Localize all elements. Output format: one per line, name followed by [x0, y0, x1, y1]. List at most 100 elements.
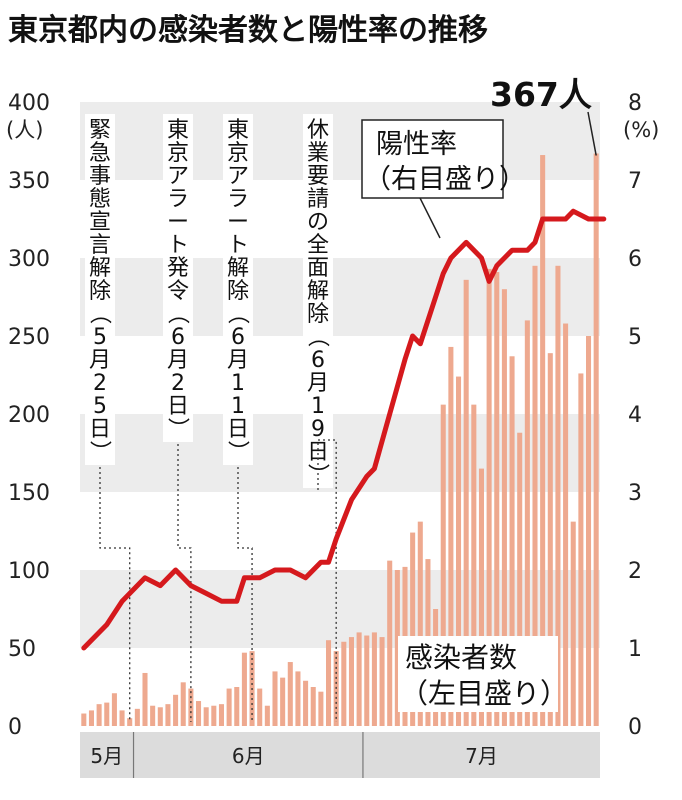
annotation-a3-char-13: 日 — [227, 417, 249, 442]
right-axis-unit: (%) — [623, 118, 659, 142]
x-axis-band: 5月 6月 7月 — [80, 732, 600, 778]
bar-66 — [586, 336, 592, 726]
annotation-a2-char-13: ） — [164, 417, 189, 439]
annotation-a2-char-3: ラ — [167, 187, 189, 212]
annotation-a4-char-6: 面 — [307, 256, 329, 281]
annotation-a3-char-10: 月 — [227, 348, 249, 373]
annotation-a4-char-5: 全 — [307, 233, 329, 258]
bar-16 — [203, 707, 209, 726]
annotation-a3-char-4: ー — [227, 210, 249, 235]
bar-15 — [196, 701, 202, 726]
annotation-a4-char-8: 除 — [307, 302, 329, 327]
right-tick-5: 5 — [628, 325, 642, 350]
annotation-a3-char-1: 京 — [227, 141, 249, 166]
positivity-legend-box — [361, 119, 504, 199]
month-label-2: 7月 — [465, 744, 498, 768]
bar-12 — [173, 694, 179, 726]
bar-21 — [241, 652, 247, 726]
annotation-a2-char-12: 日 — [167, 394, 189, 419]
annotation-a3-char-3: ラ — [227, 187, 249, 212]
annotation-a4-char-14: 日 — [307, 440, 329, 465]
annotation-a3-leader — [237, 467, 253, 722]
right-tick-1: 1 — [628, 637, 642, 662]
grid-band-2 — [80, 258, 600, 336]
annotation-a2-char-10: 月 — [167, 348, 189, 373]
left-tick-250: 250 — [8, 325, 50, 350]
right-tick-4: 4 — [628, 403, 642, 428]
annotation-a1-char-3: 態 — [89, 187, 111, 212]
bar-24 — [264, 705, 270, 726]
annotation-a2-char-0: 東 — [167, 118, 189, 143]
bar-13 — [180, 682, 186, 726]
annotation-a1-char-4: 宣 — [89, 210, 111, 235]
bar-11 — [165, 704, 171, 726]
right-tick-7: 7 — [628, 169, 642, 194]
annotation-a1-char-11: 2 — [93, 371, 107, 396]
bar-65 — [578, 373, 584, 726]
annotation-a4-char-11: 月 — [307, 371, 329, 396]
bar-25 — [272, 671, 278, 726]
positivity-line — [81, 208, 607, 651]
bar-40 — [387, 560, 393, 726]
positivity-legend-axis: （右目盛り） — [364, 164, 526, 195]
positivity-pointer — [419, 197, 441, 239]
bar-50 — [463, 279, 469, 726]
bar-26 — [280, 677, 286, 726]
left-tick-200: 200 — [8, 403, 50, 428]
annotation-a1-leader — [99, 467, 131, 722]
annotations-group: 緊急事態宣言解除（5月25日）東京アラート発令（6月2日）東京アラート解除（6月… — [85, 114, 337, 722]
bar-57 — [517, 432, 523, 726]
peak-pointer — [587, 111, 597, 156]
line-group — [81, 111, 607, 651]
annotation-a3-char-12: 1 — [231, 394, 245, 419]
annotation-a1-char-10: 月 — [89, 348, 111, 373]
bar-9 — [150, 705, 156, 726]
bar-2 — [96, 704, 102, 726]
cases-legend: 感染者数 （左目盛り） — [398, 636, 568, 712]
bar-49 — [456, 376, 462, 726]
bar-30 — [310, 687, 316, 726]
annotation-a3-char-9: 6 — [231, 325, 245, 350]
left-tick-300: 300 — [8, 247, 50, 272]
bar-5 — [119, 710, 125, 726]
annotation-a1-char-6: 解 — [89, 256, 111, 281]
ticks-group: 0 50 100 150 200 250 300 350 400 0 1 2 3 4 5 6 7 8 — [8, 91, 642, 740]
cases-legend-name: 感染者数 — [405, 641, 517, 674]
annotation-a2-char-7: 令 — [167, 279, 189, 304]
bar-37 — [364, 635, 370, 726]
annotation-a4-leader — [317, 439, 337, 722]
annotation-a2-char-6: 発 — [167, 256, 189, 281]
annotation-a1-bg — [85, 114, 115, 465]
bar-43 — [410, 532, 416, 726]
positivity-legend: 陽性率 （右目盛り） — [361, 119, 526, 199]
bar-28 — [295, 671, 301, 726]
bar-47 — [440, 404, 446, 726]
right-tick-0: 0 — [628, 715, 642, 740]
bar-38 — [371, 632, 377, 726]
left-axis-unit: (人) — [6, 118, 43, 142]
bar-32 — [326, 640, 332, 726]
left-tick-0: 0 — [8, 715, 22, 740]
annotation-a2-char-5: ト — [167, 233, 189, 258]
right-tick-8: 8 — [628, 91, 642, 116]
bar-52 — [478, 468, 484, 726]
annotation-a4-char-12: 1 — [311, 394, 325, 419]
annotation-a2-char-2: ア — [167, 164, 189, 189]
bar-29 — [303, 680, 309, 726]
right-tick-3: 3 — [628, 481, 642, 506]
left-tick-350: 350 — [8, 169, 50, 194]
left-tick-400: 400 — [8, 91, 50, 116]
bar-64 — [570, 521, 576, 726]
annotation-a1-char-9: 5 — [93, 325, 107, 350]
annotation-a1-char-14: ） — [86, 440, 111, 462]
bar-0 — [81, 713, 87, 726]
bar-23 — [257, 688, 263, 726]
peak-label: 367人 — [490, 75, 592, 114]
bar-1 — [88, 710, 94, 726]
bar-3 — [104, 702, 110, 726]
annotation-a4-char-0: 休 — [307, 118, 329, 143]
annotation-a4-char-4: の — [307, 210, 329, 235]
annotation-a1-char-7: 除 — [89, 279, 111, 304]
